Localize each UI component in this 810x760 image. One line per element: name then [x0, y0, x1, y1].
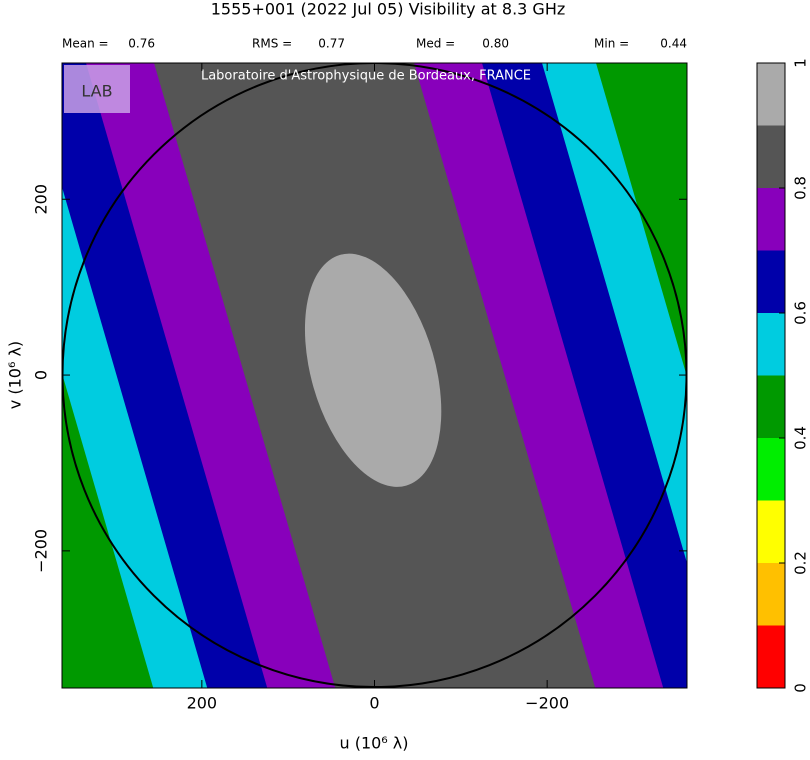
- map: [62, 63, 687, 688]
- stat-value: 0.80: [482, 37, 509, 51]
- logo-box: [64, 65, 130, 113]
- stat-value: 0.76: [128, 37, 155, 51]
- x-axis-label: u (10⁶ λ): [339, 734, 408, 753]
- stat-label: RMS =: [252, 37, 292, 51]
- colorbar-tick-label: 0.8: [792, 176, 810, 200]
- y-axis-label: v (10⁶ λ): [6, 341, 25, 409]
- colorbar-bin: [757, 438, 785, 501]
- colorbar-tick-label: 0.2: [792, 551, 810, 575]
- watermark: Laboratoire d'Astrophysique de Bordeaux,…: [201, 69, 531, 84]
- colorbar-bin: [757, 188, 785, 251]
- colorbar-bin: [757, 375, 785, 438]
- stat-label: Mean =: [62, 37, 109, 51]
- colorbar-bin: [757, 500, 785, 563]
- colorbar-bin: [757, 63, 785, 126]
- colorbar-frame: [756, 62, 786, 689]
- colorbar-bin: [757, 563, 785, 626]
- colorbar-tick-label: 0.4: [792, 426, 810, 450]
- logo: LAB: [81, 82, 112, 101]
- stat-label: Med =: [416, 37, 455, 51]
- colorbar-bin: [757, 313, 785, 376]
- map-band: [304, 253, 442, 487]
- x-tick-label: −200: [525, 694, 569, 713]
- x-tick-label: 0: [369, 694, 379, 713]
- stat-value: 0.44: [660, 37, 687, 51]
- colorbar-bin: [757, 125, 785, 188]
- y-tick-label: 0: [32, 370, 51, 380]
- x-tick-label: 200: [187, 694, 218, 713]
- y-tick-label: −200: [32, 529, 51, 573]
- stat-label: Min =: [594, 37, 629, 51]
- colorbar-tick-label: 0.6: [792, 301, 810, 325]
- colorbar-tick-label: 0: [792, 683, 810, 693]
- colorbar-bin: [757, 250, 785, 313]
- colorbar-tick-label: 1: [792, 58, 810, 68]
- y-tick-label: 200: [32, 184, 51, 215]
- stat-value: 0.77: [318, 37, 345, 51]
- colorbar-bin: [757, 625, 785, 688]
- chart-title: 1555+001 (2022 Jul 05) Visibility at 8.3…: [211, 0, 566, 19]
